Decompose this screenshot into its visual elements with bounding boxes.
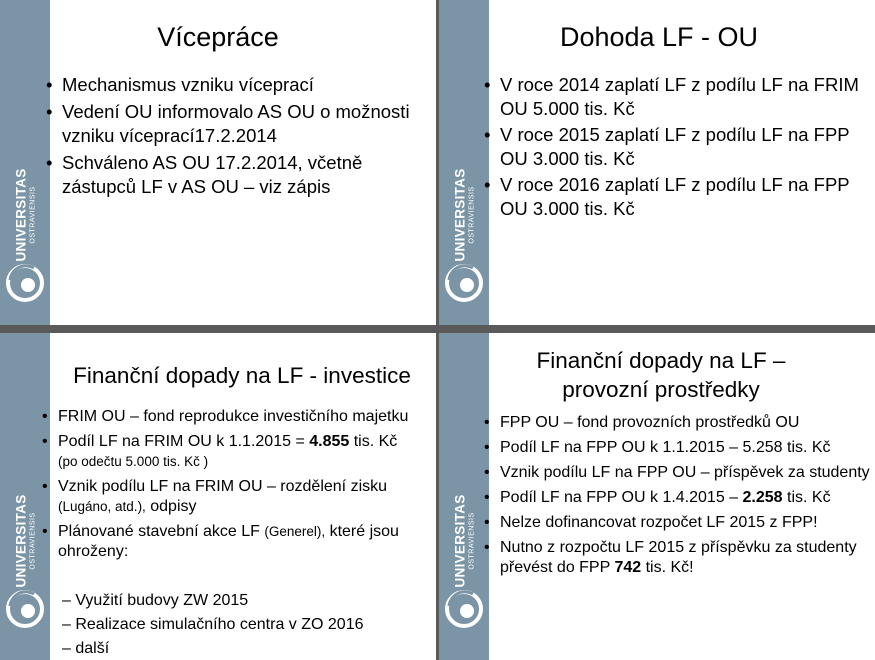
- slide-title: Dohoda LF - OU: [559, 22, 759, 52]
- list-item: FPP OU – fond provozních prostředků OU: [484, 413, 872, 433]
- university-logo-icon: [445, 590, 483, 628]
- university-wordmark: UNIVERSITAS OSTRAVIENSIS: [452, 168, 475, 262]
- bullet-list: FPP OU – fond provozních prostředků OU P…: [484, 413, 872, 578]
- fpp-share-value: 2.258: [742, 489, 783, 506]
- list-item: Podíl LF na FPP OU k 1.1.2015 – 5.258 ti…: [484, 438, 872, 458]
- list-item: Vznik podílu LF na FPP OU – příspěvek za…: [484, 463, 872, 483]
- frim-share-value: 4.855: [309, 433, 350, 450]
- slide-title: Vícepráce: [157, 22, 279, 52]
- transfer-value: 742: [614, 559, 642, 576]
- list-item: Nelze dofinancovat rozpočet LF 2015 z FP…: [484, 513, 872, 533]
- brand-strip: UNIVERSITAS OSTRAVIENSIS: [0, 0, 50, 325]
- list-item: Podíl LF na FRIM OU k 1.1.2015 = 4.855 t…: [42, 432, 434, 472]
- university-wordmark: UNIVERSITAS OSTRAVIENSIS: [452, 494, 475, 588]
- list-item: Mechanismus vzniku víceprací: [46, 73, 434, 97]
- list-item: Podíl LF na FPP OU k 1.4.2015 – 2.258 ti…: [484, 488, 872, 508]
- sub-list-item: – Realizace simulačního centra v ZO 2016: [62, 616, 364, 633]
- university-wordmark: UNIVERSITAS OSTRAVIENSIS: [13, 494, 36, 588]
- sub-list-item: – Využití budovy ZW 2015: [62, 592, 249, 609]
- slide-title: Finanční dopady na LF – provozní prostře…: [536, 348, 786, 402]
- sub-list: – Využití budovy ZW 2015 – Realizace sim…: [62, 589, 363, 660]
- horizontal-divider: [0, 325, 875, 333]
- university-logo-icon: [445, 264, 483, 302]
- list-item: Schváleno AS OU 17.2.2014, včetně zástup…: [46, 151, 434, 199]
- university-logo-icon: [6, 264, 44, 302]
- bullet-list: FRIM OU – fond reprodukce investičního m…: [42, 407, 434, 566]
- list-item: V roce 2014 zaplatí LF z podílu LF na FR…: [484, 73, 872, 121]
- list-item: Nutno z rozpočtu LF 2015 z příspěvku za …: [484, 538, 872, 578]
- brand-strip: UNIVERSITAS OSTRAVIENSIS: [439, 333, 489, 660]
- university-logo-icon: [6, 590, 44, 628]
- list-item: FRIM OU – fond reprodukce investičního m…: [42, 407, 434, 427]
- list-item: Vznik podílu LF na FRIM OU – rozdělení z…: [42, 477, 434, 517]
- slide-dohoda: UNIVERSITAS OSTRAVIENSIS Dohoda LF - OU …: [439, 0, 875, 325]
- brand-strip: UNIVERSITAS OSTRAVIENSIS: [439, 0, 489, 325]
- list-item: V roce 2016 zaplatí LF z podílu LF na FP…: [484, 173, 872, 221]
- slide-provozni: UNIVERSITAS OSTRAVIENSIS Finanční dopady…: [439, 333, 875, 660]
- sub-list-item: – další: [62, 640, 110, 657]
- list-item: V roce 2015 zaplatí LF z podílu LF na FP…: [484, 123, 872, 171]
- university-wordmark: UNIVERSITAS OSTRAVIENSIS: [13, 168, 36, 262]
- slide-investice: UNIVERSITAS OSTRAVIENSIS Finanční dopady…: [0, 333, 436, 660]
- slide-title: Finanční dopady na LF - investice: [73, 363, 411, 388]
- list-item: Plánované stavební akce LF (Generel), kt…: [42, 522, 434, 562]
- bullet-list: V roce 2014 zaplatí LF z podílu LF na FR…: [484, 73, 872, 221]
- list-item: Vedení OU informovalo AS OU o možnosti v…: [46, 100, 434, 148]
- bullet-list: Mechanismus vzniku víceprací Vedení OU i…: [46, 73, 434, 199]
- slide-viceprace: UNIVERSITAS OSTRAVIENSIS Vícepráce Mecha…: [0, 0, 436, 325]
